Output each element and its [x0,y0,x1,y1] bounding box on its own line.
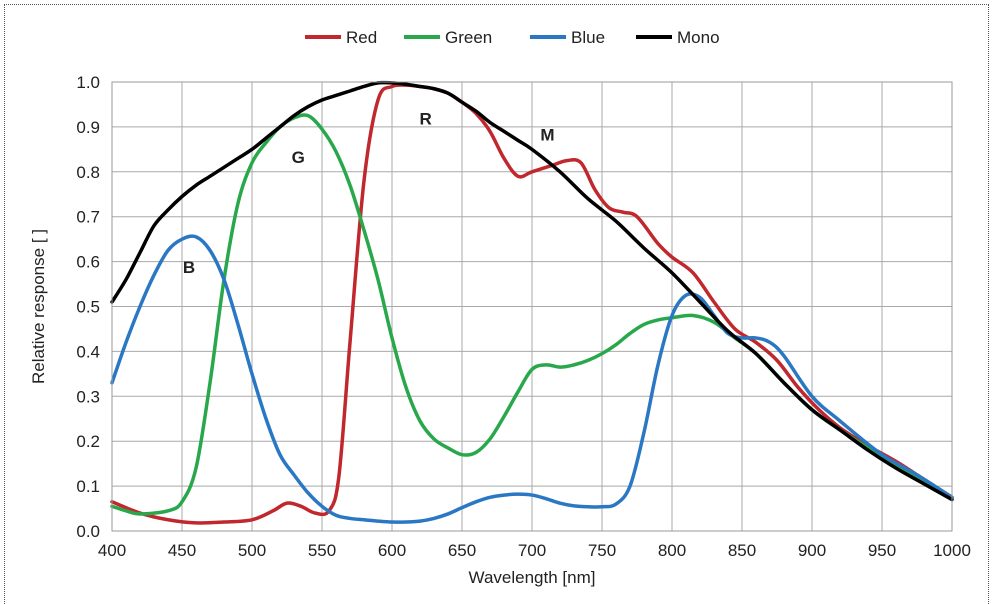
annotation-r: R [419,110,431,129]
annotation-g: G [292,148,305,167]
y-tick-label: 0.1 [76,477,100,496]
x-tick-label: 900 [798,541,826,560]
x-tick-label: 750 [588,541,616,560]
annotation-b: B [183,258,195,277]
x-tick-label: 950 [868,541,896,560]
x-tick-label: 1000 [933,541,971,560]
y-tick-label: 0.6 [76,253,100,272]
y-tick-label: 0.9 [76,118,100,137]
legend-label-mono: Mono [677,28,720,47]
legend: Red Green Blue Mono [305,28,720,47]
curve-annotations: B G R M [183,110,555,277]
x-tick-label: 650 [448,541,476,560]
y-tick-label: 0.5 [76,298,100,317]
annotation-m: M [540,125,554,144]
figure-frame [4,4,989,604]
series-line-red [110,83,954,525]
x-tick-label: 850 [728,541,756,560]
legend-label-red: Red [346,28,377,47]
series-line-green [110,113,954,516]
x-tick-label: 800 [658,541,686,560]
y-tick-label: 0.3 [76,387,100,406]
legend-label-green: Green [445,28,492,47]
x-tick-label: 550 [308,541,336,560]
y-tick-label: 0.7 [76,208,100,227]
y-tick-label: 0.4 [76,342,100,361]
legend-label-blue: Blue [571,28,605,47]
series-layer [110,80,954,525]
y-tick-label: 0.8 [76,163,100,182]
x-tick-label: 600 [378,541,406,560]
y-tick-label: 1.0 [76,73,100,92]
y-tick-label: 0.0 [76,522,100,541]
plot-border [111,81,953,532]
series-line-mono [110,80,954,502]
x-tick-label: 700 [518,541,546,560]
x-tick-label: 450 [168,541,196,560]
x-axis-label: Wavelength [nm] [469,568,596,587]
x-tick-label: 400 [98,541,126,560]
y-tick-label: 0.2 [76,432,100,451]
y-tick-labels: 0.0 0.1 0.2 0.3 0.4 0.5 0.6 0.7 0.8 0.9 1.0 [76,73,100,541]
x-tick-label: 500 [238,541,266,560]
x-tick-labels: 400 450 500 550 600 650 700 750 800 850 900 950 1000 [98,541,971,560]
y-axis-label: Relative response [ ] [29,229,48,384]
